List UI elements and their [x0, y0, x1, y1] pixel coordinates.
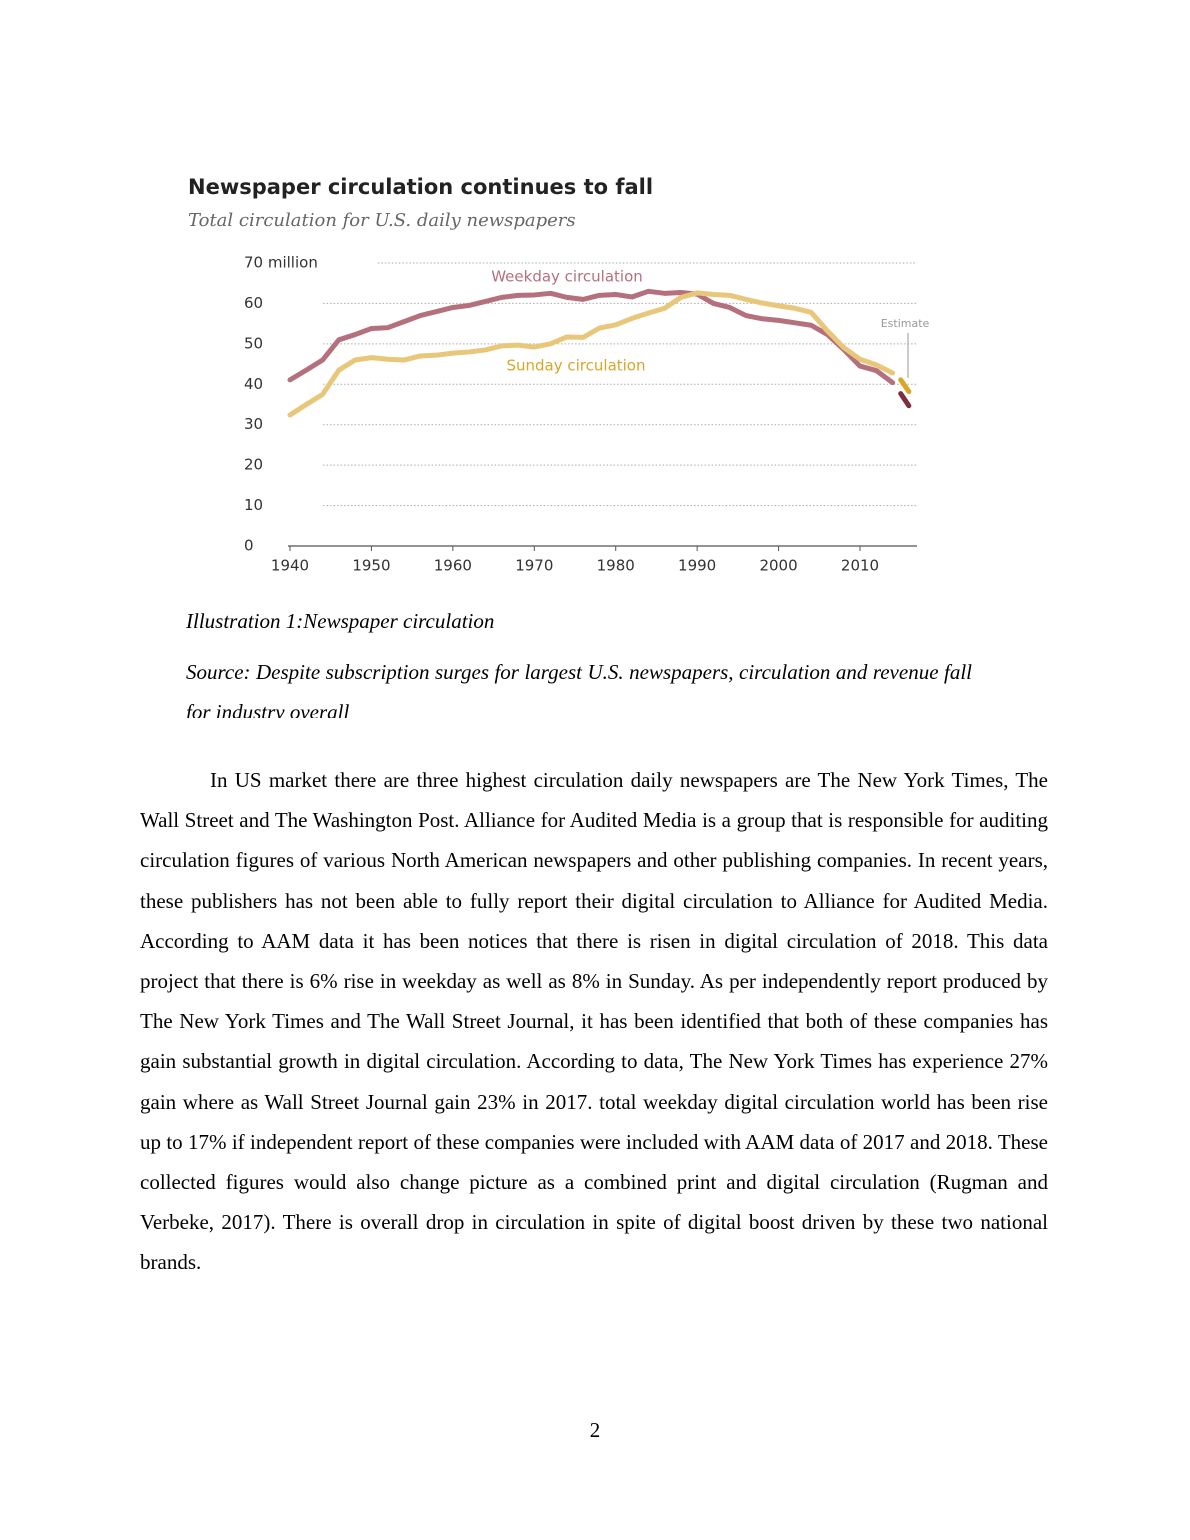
chart-title: Newspaper circulation continues to fall	[188, 175, 653, 199]
x-tick-label: 1980	[597, 557, 635, 575]
figure-caption: Illustration 1:Newspaper circulation	[186, 609, 495, 633]
x-tick-label: 2000	[759, 557, 797, 575]
series-line	[287, 290, 896, 418]
y-tick-label: 60	[244, 294, 263, 312]
series-label: Weekday circulation	[491, 268, 643, 286]
annotation: Estimate	[881, 317, 930, 330]
x-tick-label: 2010	[841, 557, 879, 575]
y-tick-label: 40	[244, 375, 263, 393]
x-tick-label: 1940	[271, 557, 309, 575]
x-tick-label: 1950	[352, 557, 390, 575]
series-line	[898, 391, 912, 409]
y-tick-label: 20	[244, 456, 263, 474]
page-number: 2	[589, 1418, 601, 1442]
y-tick-label: 10	[244, 496, 263, 514]
y-tick-label: 0	[244, 537, 254, 555]
series-line	[287, 288, 896, 386]
series-label: Sunday circulation	[507, 357, 646, 375]
chart: Newspaper circulation continues to fall …	[188, 175, 930, 575]
series-line	[898, 377, 912, 395]
figure-source: Source: Despite subscription surges for …	[186, 660, 972, 718]
y-tick-label: 50	[244, 334, 263, 352]
x-tick-label: 1960	[434, 557, 472, 575]
y-tick-label: 70 million	[244, 254, 318, 272]
y-tick-label: 30	[244, 415, 263, 433]
chart-subtitle: Total circulation for U.S. daily newspap…	[188, 210, 576, 231]
body-paragraph: In US market there are three highest cir…	[140, 768, 1048, 1275]
x-tick-label: 1970	[515, 557, 553, 575]
x-tick-label: 1990	[678, 557, 716, 575]
